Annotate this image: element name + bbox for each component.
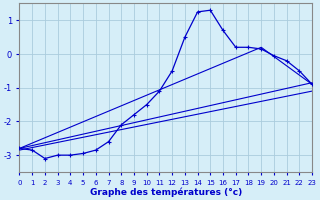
X-axis label: Graphe des températures (°c): Graphe des températures (°c) (90, 187, 242, 197)
